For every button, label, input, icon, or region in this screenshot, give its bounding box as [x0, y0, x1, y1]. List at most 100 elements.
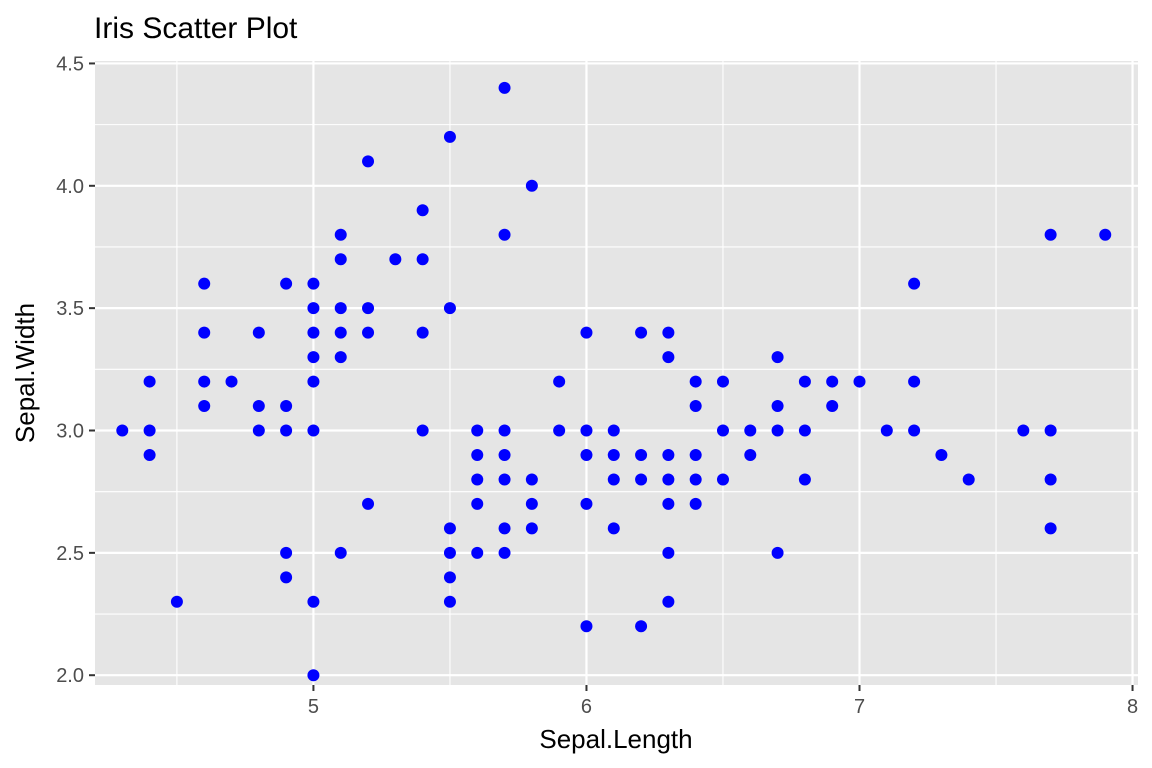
data-point [525, 497, 538, 510]
data-point [908, 375, 921, 388]
data-point [471, 424, 484, 437]
data-point [771, 546, 784, 559]
minor-gridlines [95, 61, 1138, 685]
data-point [198, 400, 211, 413]
y-tick-label: 3.0 [56, 421, 84, 443]
y-tick-label: 2.0 [56, 665, 84, 687]
data-point [635, 620, 648, 633]
data-point [307, 375, 320, 388]
y-axis: 2.0 2.5 3.0 3.5 4.0 4.5 [56, 53, 95, 687]
y-axis-title: Sepal.Width [10, 303, 40, 443]
data-point [826, 375, 839, 388]
data-point [1099, 228, 1112, 241]
data-point [689, 448, 702, 461]
data-point [198, 375, 211, 388]
data-point [1044, 473, 1057, 486]
data-point [252, 400, 265, 413]
data-point [498, 81, 511, 94]
data-point [607, 448, 620, 461]
data-point [334, 253, 347, 266]
data-point [580, 620, 593, 633]
data-point [334, 351, 347, 364]
data-point [662, 326, 675, 339]
data-point [525, 522, 538, 535]
data-points [116, 81, 1112, 682]
data-point [580, 448, 593, 461]
data-point [307, 669, 320, 682]
y-tick-label: 4.5 [56, 53, 84, 75]
data-point [962, 473, 975, 486]
x-axis: 5 6 7 8 [308, 685, 1138, 718]
data-point [908, 424, 921, 437]
data-point [443, 522, 456, 535]
data-point [1044, 228, 1057, 241]
data-point [252, 424, 265, 437]
data-point [307, 326, 320, 339]
data-point [798, 424, 811, 437]
data-point [416, 204, 429, 217]
data-point [1044, 424, 1057, 437]
x-tick-label: 5 [308, 696, 319, 718]
x-axis-title: Sepal.Length [539, 724, 692, 754]
data-point [307, 351, 320, 364]
data-point [635, 326, 648, 339]
major-gridlines [95, 61, 1138, 685]
chart-title: Iris Scatter Plot [94, 12, 298, 45]
data-point [1044, 522, 1057, 535]
data-point [307, 302, 320, 315]
data-point [280, 400, 293, 413]
data-point [607, 522, 620, 535]
data-point [498, 546, 511, 559]
data-point [416, 253, 429, 266]
data-point [553, 375, 566, 388]
data-point [307, 424, 320, 437]
data-point [525, 179, 538, 192]
data-point [580, 497, 593, 510]
data-point [443, 546, 456, 559]
data-point [334, 546, 347, 559]
data-point [471, 448, 484, 461]
data-point [443, 130, 456, 143]
data-point [662, 595, 675, 608]
data-point [580, 424, 593, 437]
data-point [744, 424, 757, 437]
x-tick-label: 7 [854, 696, 865, 718]
data-point [498, 522, 511, 535]
data-point [662, 546, 675, 559]
data-point [662, 448, 675, 461]
data-point [635, 448, 648, 461]
data-point [662, 351, 675, 364]
data-point [744, 448, 757, 461]
data-point [935, 448, 948, 461]
data-point [443, 595, 456, 608]
data-point [307, 595, 320, 608]
data-point [798, 473, 811, 486]
data-point [826, 400, 839, 413]
data-point [252, 326, 265, 339]
data-point [198, 326, 211, 339]
data-point [689, 473, 702, 486]
data-point [716, 473, 729, 486]
data-point [471, 546, 484, 559]
data-point [635, 473, 648, 486]
data-point [716, 424, 729, 437]
data-point [307, 277, 320, 290]
data-point [662, 473, 675, 486]
data-point [498, 473, 511, 486]
plot-panel [95, 61, 1138, 685]
data-point [771, 351, 784, 364]
data-point [853, 375, 866, 388]
data-point [143, 424, 156, 437]
y-tick-label: 4.0 [56, 176, 84, 198]
data-point [334, 228, 347, 241]
data-point [580, 326, 593, 339]
data-point [525, 473, 538, 486]
data-point [908, 277, 921, 290]
data-point [225, 375, 238, 388]
data-point [389, 253, 402, 266]
data-point [798, 375, 811, 388]
data-point [362, 326, 375, 339]
data-point [662, 497, 675, 510]
